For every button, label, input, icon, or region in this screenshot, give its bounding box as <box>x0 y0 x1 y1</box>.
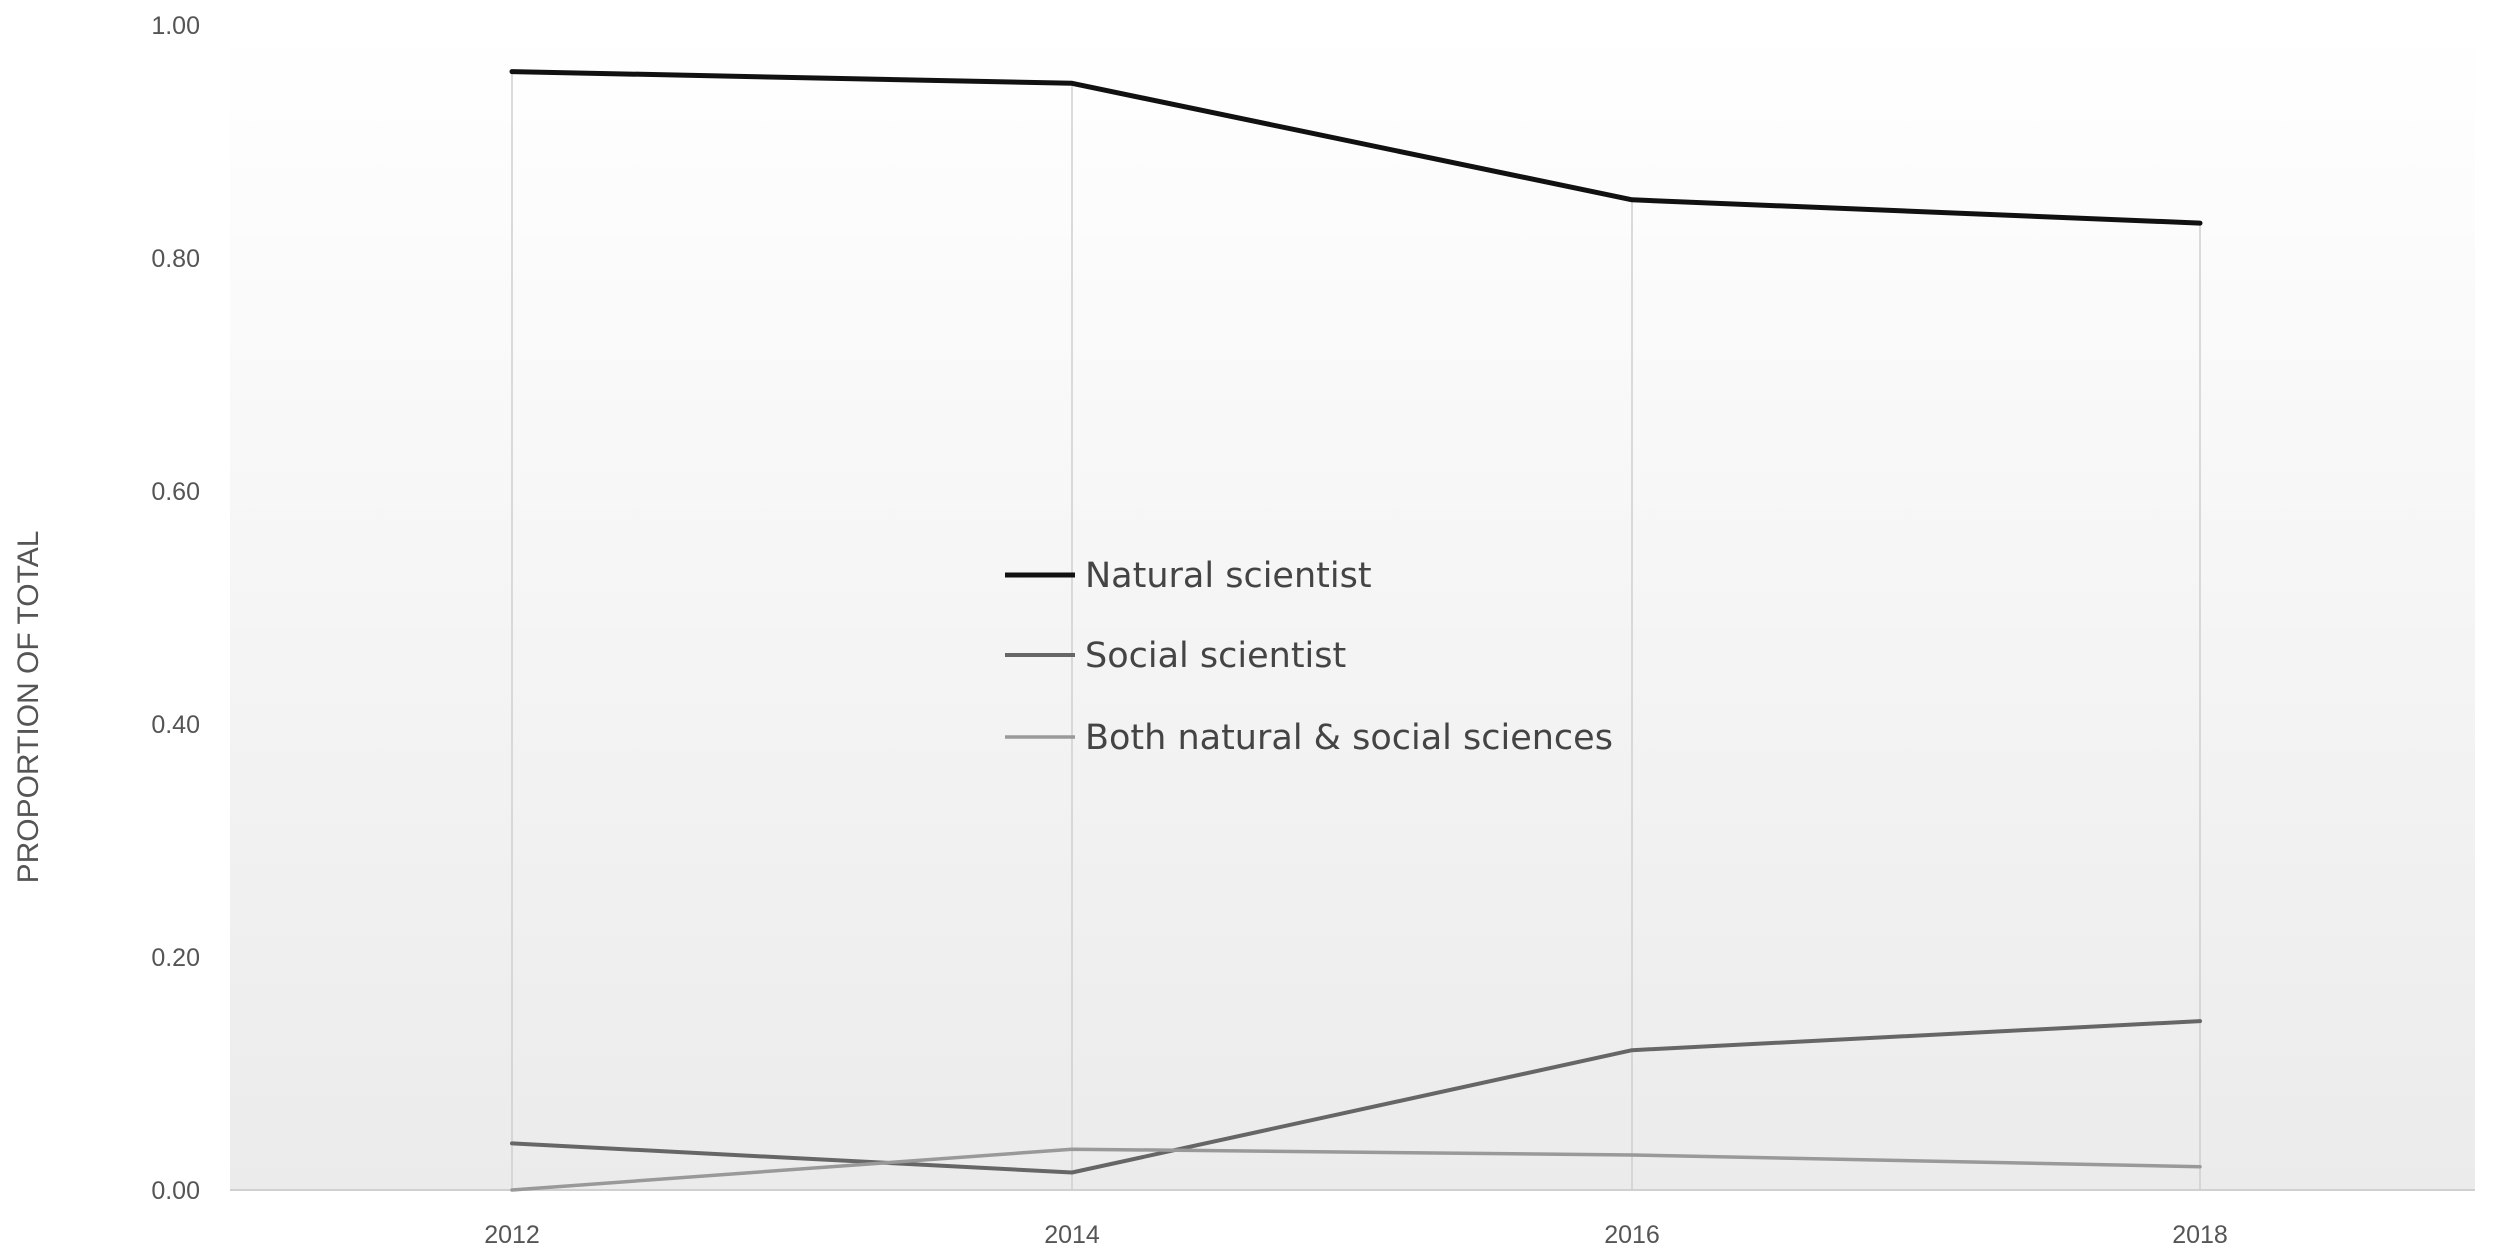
y-tick-label: 0.20 <box>151 944 200 972</box>
x-tick-label: 2018 <box>2172 1221 2228 1249</box>
y-tick-label: 1.00 <box>151 12 200 40</box>
legend: Natural scientist Social scientist Both na… <box>1005 556 1613 758</box>
series-line-2 <box>510 1019 2202 1175</box>
series-line-1 <box>509 69 2203 226</box>
y-axis-ticks: 0.00 0.20 0.40 0.60 0.80 1.00 <box>151 12 200 1205</box>
legend-label: Social scientist <box>1085 636 1346 676</box>
series-line-3 <box>510 1147 2202 1192</box>
x-tick-label: 2014 <box>1044 1221 1100 1249</box>
gridlines <box>511 71 2201 1190</box>
y-tick-label: 0.40 <box>151 711 200 739</box>
x-axis-ticks: 2012 2014 2016 2018 <box>484 1221 2228 1249</box>
legend-label: Natural scientist <box>1085 556 1372 596</box>
x-tick-label: 2016 <box>1604 1221 1660 1249</box>
y-axis-label: PROPORTION OF TOTAL <box>12 531 45 884</box>
series-lines <box>509 69 2203 1192</box>
plot-area <box>230 25 2475 1190</box>
x-tick-label: 2012 <box>484 1221 540 1249</box>
y-tick-label: 0.00 <box>151 1177 200 1205</box>
y-tick-label: 0.80 <box>151 245 200 273</box>
legend-label: Both natural & social sciences <box>1085 718 1613 758</box>
y-tick-label: 0.60 <box>151 478 200 506</box>
